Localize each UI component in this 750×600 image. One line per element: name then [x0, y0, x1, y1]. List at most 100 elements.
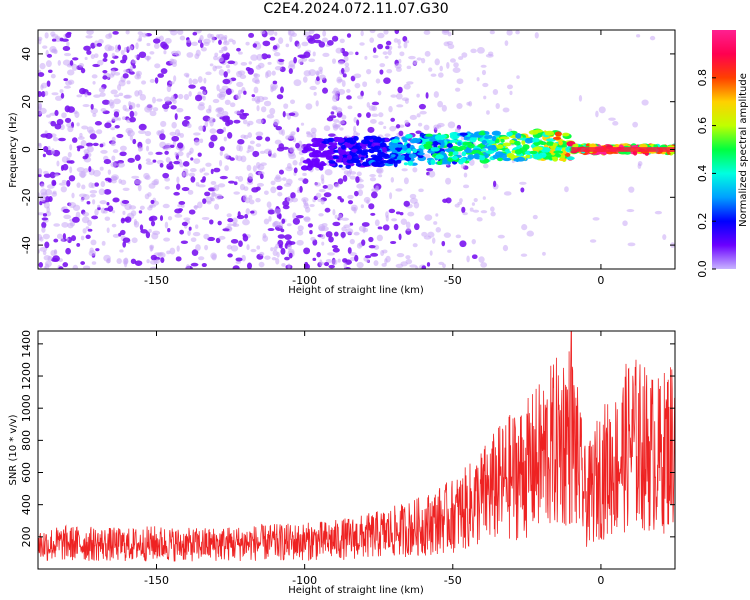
- spectrogram-noise-cell: [191, 41, 198, 46]
- spectrogram-noise-cell: [123, 260, 128, 268]
- spectrogram-noise-cell: [445, 177, 452, 185]
- spectrogram-noise-cell: [129, 116, 136, 123]
- spectrogram-noise-cell: [290, 131, 296, 136]
- spectrogram-noise-cell: [121, 200, 130, 205]
- spectrogram-noise-cell: [77, 147, 81, 152]
- spectrogram-noise-cell: [82, 211, 90, 217]
- spectrogram-noise-cell: [415, 266, 419, 269]
- spectrogram-signal-cell: [499, 136, 510, 140]
- spectrogram-noise-cell: [339, 127, 344, 131]
- spectrogram-signal-cell: [314, 138, 324, 142]
- spectrogram-noise-cell: [288, 241, 296, 245]
- spectrogram-noise-cell: [207, 236, 216, 242]
- spectrogram-noise-cell: [190, 176, 196, 183]
- spectrogram-noise-cell: [105, 258, 111, 264]
- spectrogram-noise-cell: [447, 31, 452, 37]
- spectrogram-noise-cell: [246, 150, 250, 154]
- spectrogram-noise-cell: [52, 137, 59, 142]
- spectrogram-noise-cell: [170, 58, 177, 65]
- spectrogram-noise-cell: [409, 114, 417, 121]
- spectrogram-noise-cell: [426, 168, 434, 172]
- spectrogram-noise-cell: [134, 54, 138, 58]
- spectrogram-signal-cell: [412, 148, 418, 154]
- spectrogram-noise-cell: [251, 94, 256, 98]
- spectrogram-noise-cell: [471, 254, 478, 260]
- spectrogram-noise-cell: [297, 225, 304, 232]
- spectrogram-noise-cell: [132, 138, 137, 145]
- spectrogram-noise-cell: [341, 166, 347, 171]
- spectrogram-noise-cell: [341, 114, 347, 120]
- spectrogram-noise-cell: [152, 38, 161, 44]
- spectrogram-noise-cell: [159, 215, 164, 222]
- spectrogram-noise-cell: [237, 175, 244, 182]
- spectrogram-noise-cell: [214, 52, 219, 57]
- spectrogram-noise-cell: [261, 96, 269, 101]
- spectrogram-noise-cell: [483, 163, 489, 169]
- spectrogram-noise-cell: [471, 202, 475, 206]
- spectrogram-noise-cell: [296, 229, 304, 236]
- spectrogram-signal-cell: [328, 141, 334, 146]
- spectrogram-noise-cell: [252, 43, 257, 48]
- spectrogram-signal-cell: [411, 137, 421, 144]
- spectrogram-noise-cell: [502, 244, 509, 252]
- spectrogram-noise-cell: [275, 257, 280, 265]
- spectrogram-noise-cell: [232, 223, 240, 227]
- spectrogram-noise-cell: [217, 107, 225, 114]
- spectrogram-signal-cell: [552, 136, 562, 140]
- spectrogram-noise-cell: [204, 121, 209, 128]
- spectrogram-signal-cell: [417, 154, 424, 159]
- spectrogram-noise-cell: [372, 54, 379, 59]
- spectrogram-noise-cell: [218, 39, 222, 45]
- spectrogram-noise-cell: [221, 46, 228, 52]
- spectrogram-noise-cell: [342, 73, 347, 78]
- snr-y-tick-label: 1000: [20, 394, 33, 422]
- spectrogram-noise-cell: [354, 254, 359, 262]
- spectrogram-noise-cell: [147, 192, 152, 197]
- spectrogram-noise-cell: [203, 41, 210, 46]
- spectrogram-noise-cell: [182, 161, 190, 167]
- spectrogram-noise-cell: [272, 45, 278, 50]
- spectrogram-noise-cell: [320, 199, 325, 205]
- spectrogram-noise-cell: [170, 95, 175, 102]
- spectrogram-noise-cell: [40, 82, 48, 89]
- spectrogram-noise-cell: [50, 31, 56, 37]
- spectrogram-noise-cell: [403, 41, 408, 49]
- spectrogram-signal-cell: [349, 141, 356, 145]
- spectrogram-noise-cell: [318, 41, 326, 48]
- spectrogram-signal-cell: [311, 142, 319, 148]
- spectrogram-noise-cell: [62, 45, 71, 52]
- spectrogram-noise-cell: [64, 117, 72, 123]
- spectrogram-noise-cell: [495, 102, 500, 109]
- spectrogram-noise-cell: [224, 37, 228, 44]
- spectrogram-noise-cell: [106, 202, 110, 206]
- spectrogram-noise-cell: [481, 69, 487, 76]
- spectrogram-noise-cell: [182, 171, 189, 177]
- spectrogram-noise-cell: [384, 133, 391, 137]
- spectrogram-noise-cell: [413, 223, 420, 231]
- spectrogram-noise-cell: [278, 58, 285, 63]
- spectrogram-noise-cell: [261, 53, 268, 60]
- spectrogram-noise-cell: [174, 113, 178, 121]
- spectrogram-noise-cell: [313, 91, 317, 96]
- spectrogram-noise-cell: [490, 206, 495, 212]
- spectrogram-noise-cell: [338, 213, 343, 221]
- spectrogram-noise-cell: [331, 245, 338, 249]
- spectrogram-noise-cell: [370, 191, 378, 199]
- spectrogram-noise-cell: [248, 32, 255, 38]
- spectrogram-noise-cell: [124, 108, 130, 112]
- spectrogram-noise-cell: [70, 235, 77, 242]
- spectrogram-noise-cell: [171, 135, 180, 142]
- spectrogram-noise-cell: [91, 74, 98, 79]
- spectrogram-noise-cell: [120, 229, 126, 236]
- spectrogram-noise-cell: [181, 221, 188, 227]
- spectrogram-noise-cell: [102, 210, 108, 214]
- spectrogram-noise-cell: [213, 167, 221, 173]
- spectrogram-noise-cell: [302, 76, 308, 83]
- spectrogram-noise-cell: [85, 226, 90, 230]
- spectrogram-y-tick-label: 40: [20, 47, 33, 61]
- spectrogram-noise-cell: [275, 243, 280, 249]
- spectrogram-signal-cell: [552, 156, 559, 162]
- spectrogram-noise-cell: [204, 191, 211, 197]
- spectrogram-noise-cell: [149, 259, 158, 265]
- spectrogram-signal-cell: [561, 144, 568, 148]
